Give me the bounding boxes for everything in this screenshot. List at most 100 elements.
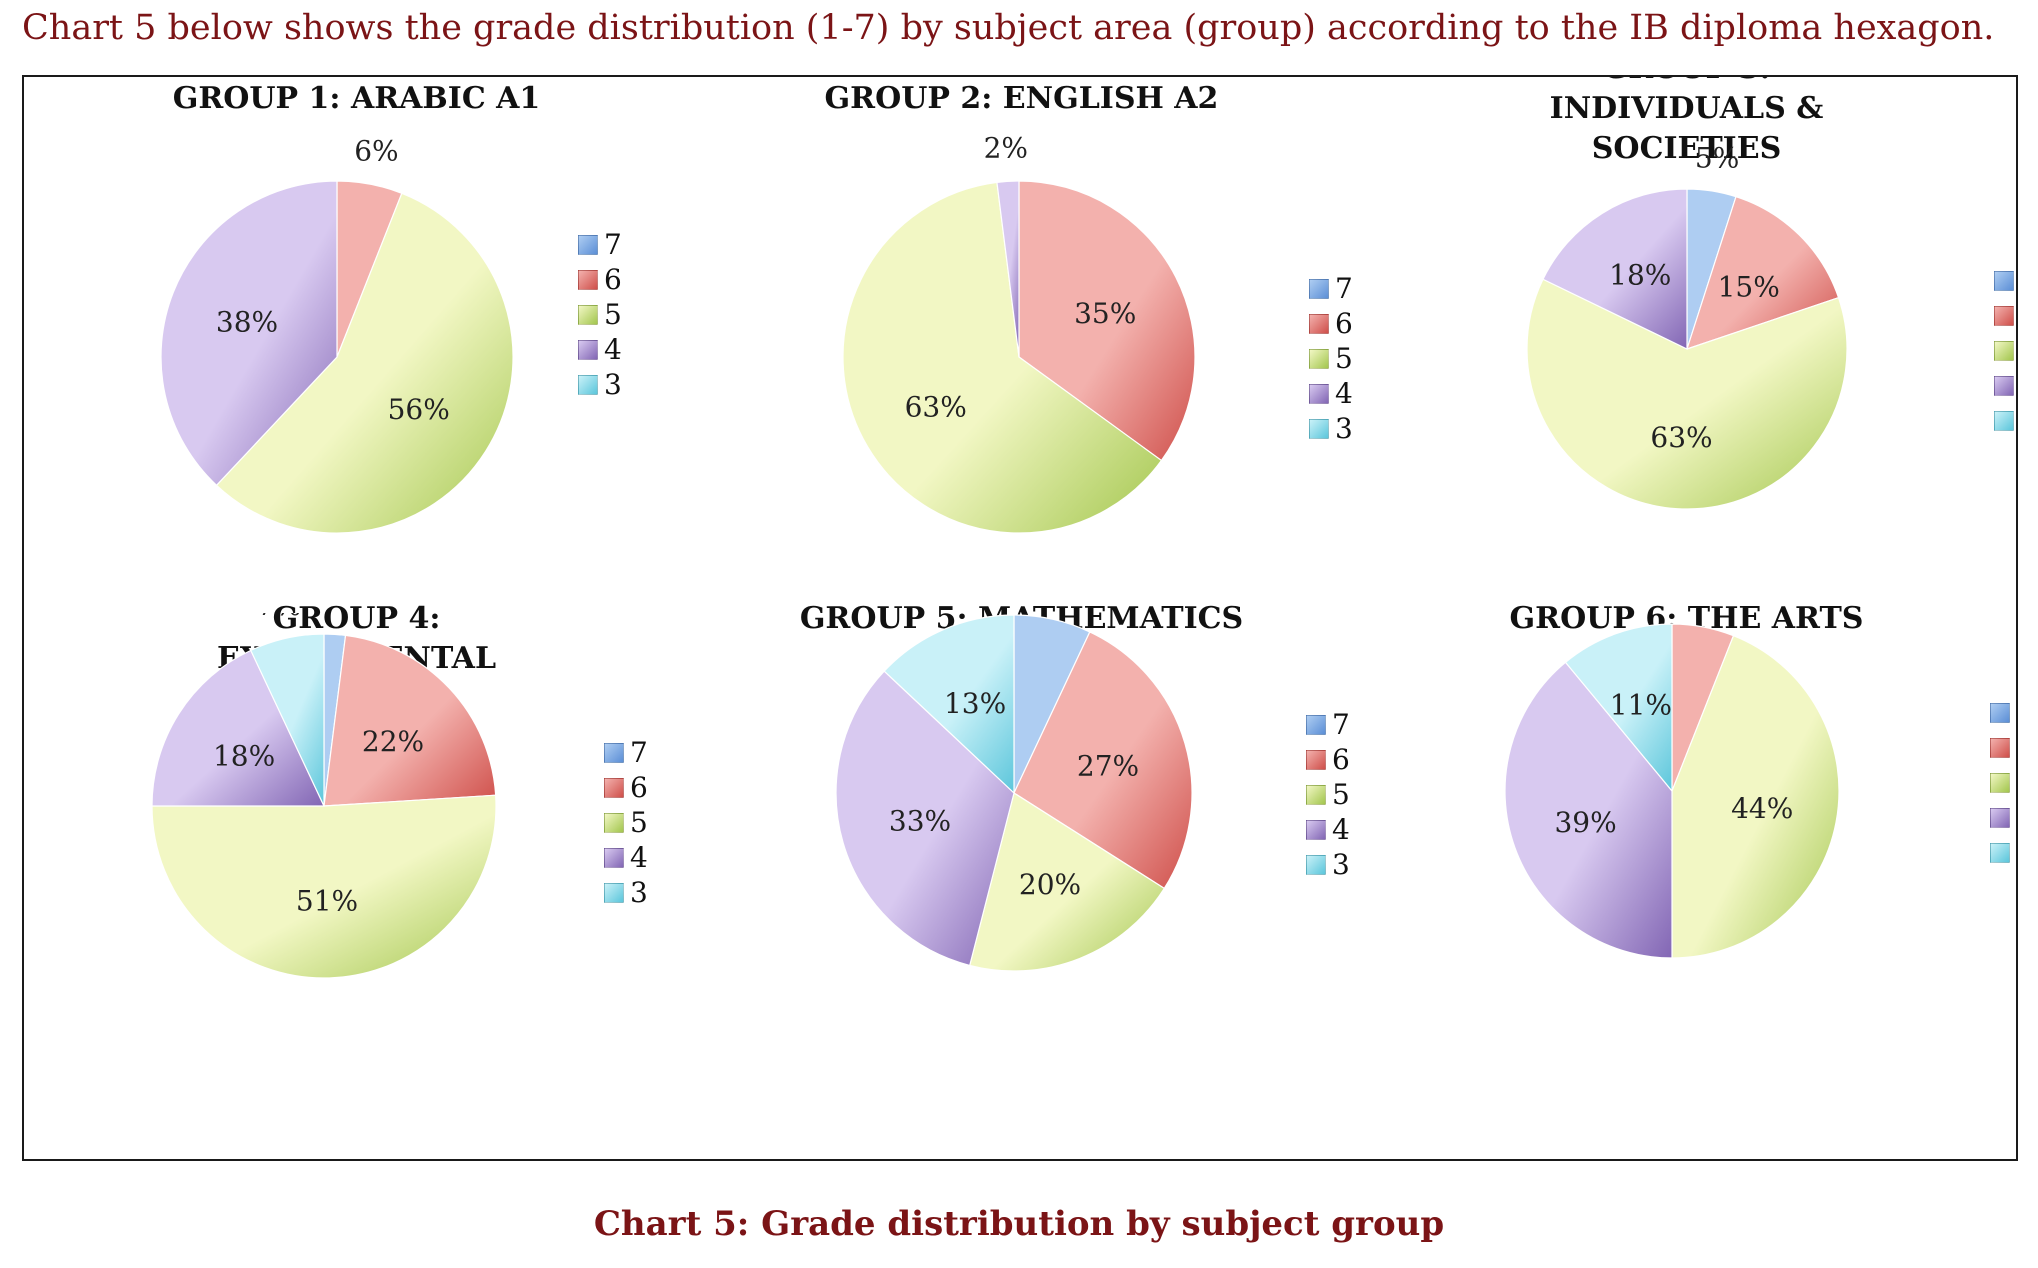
legend-item: 7 xyxy=(604,735,648,770)
pie-slice-grade-4 xyxy=(1542,188,1688,350)
pie-slice-grade-3 xyxy=(1564,623,1673,793)
legend-swatch xyxy=(604,847,624,868)
legend-swatch xyxy=(1994,340,2014,361)
legend-item: 4 xyxy=(1309,376,1353,411)
pie-data-label: 5% xyxy=(1695,141,1739,174)
pie-data-label: 35% xyxy=(1074,297,1136,330)
legend-label: 7 xyxy=(630,736,648,769)
legend-label: 6 xyxy=(630,771,648,804)
pie-slice-grade-5 xyxy=(842,181,1163,534)
pie-data-label: 22% xyxy=(362,725,424,758)
legend-item: 5 xyxy=(1306,777,1350,812)
legend-item: 6 xyxy=(578,262,622,297)
legend-item: 5 xyxy=(1994,333,2016,368)
legend-swatch xyxy=(1306,784,1326,805)
legend-item: 4 xyxy=(1306,812,1350,847)
legend-item: 4 xyxy=(604,840,648,875)
legend-swatch xyxy=(1309,313,1329,334)
pie-slice-grade-3 xyxy=(249,633,325,807)
pie-slice-grade-6 xyxy=(1686,195,1840,350)
legend-swatch xyxy=(578,269,598,290)
legend-swatch xyxy=(1990,807,2010,828)
legend-swatch xyxy=(1990,772,2010,793)
charts-frame: GROUP 1: ARABIC A1 6% 56% 38% 7 6 5 4 3 GROUP 2: … xyxy=(22,75,2018,1161)
legend-swatch xyxy=(1306,714,1326,735)
pie-slice-grade-4 xyxy=(835,670,1015,967)
legend-label: 4 xyxy=(1332,813,1350,846)
legend-swatch xyxy=(1990,737,2010,758)
pie-data-label: 7% xyxy=(257,613,301,622)
legend-swatch xyxy=(1994,270,2014,291)
legend-swatch xyxy=(1306,854,1326,875)
pie-chart: 35% 63% 2% xyxy=(842,131,1196,534)
legend-item: 4 xyxy=(578,332,622,367)
intro-text: Chart 5 below shows the grade distributi… xyxy=(22,8,1995,48)
pie-data-label: 44% xyxy=(1731,792,1793,825)
legend-item: 6 xyxy=(1306,742,1350,777)
pie-slice-grade-6 xyxy=(1018,180,1196,462)
legend-item: 6 xyxy=(604,770,648,805)
pie-data-label: 27% xyxy=(1077,750,1139,783)
pie-data-label: 63% xyxy=(1650,421,1712,454)
pie-data-label: 51% xyxy=(296,885,358,918)
chart-caption: Chart 5: Grade distribution by subject g… xyxy=(593,1204,1445,1244)
legend-swatch xyxy=(1309,418,1329,439)
legend-swatch xyxy=(1990,842,2010,863)
legend-item: 6 xyxy=(1994,298,2016,333)
legend-label: 3 xyxy=(604,368,622,401)
legend-item: 7 xyxy=(1990,695,2016,730)
pie-chart: 7%27%20%33%13% xyxy=(835,614,1193,972)
legend-label: 6 xyxy=(1335,307,1353,340)
legend-item: 6 xyxy=(1990,730,2016,765)
pie-data-label: 15% xyxy=(1718,270,1780,303)
legend-item: 7 xyxy=(1306,707,1350,742)
legend-swatch xyxy=(604,777,624,798)
pie-slice-grade-5 xyxy=(1671,634,1840,959)
legend-label: 5 xyxy=(2016,765,2018,800)
pie-data-label: 18% xyxy=(213,739,275,772)
chart-title: GROUP 2: ENGLISH A2 xyxy=(824,81,1219,116)
pie-data-label: 63% xyxy=(905,390,967,423)
legend-swatch xyxy=(1309,348,1329,369)
pie-slice-grade-5 xyxy=(969,792,1166,972)
legend-label: 3 xyxy=(630,876,648,909)
chart-title: GROUP 3: INDIVIDUALS & SOCIETIES xyxy=(1549,77,1824,166)
pie-slice-grade-4 xyxy=(1504,661,1673,959)
legend-item: 7 xyxy=(578,227,622,262)
legend-label: 4 xyxy=(604,333,622,366)
legend-swatch xyxy=(578,234,598,255)
pie-data-label: 20% xyxy=(1019,868,1081,901)
legend-swatch xyxy=(1990,702,2010,723)
pie-data-label: 33% xyxy=(889,804,951,837)
pie-slice-grade-5 xyxy=(151,794,497,979)
pie-data-label: 11% xyxy=(1610,689,1672,722)
pie-slice-grade-6 xyxy=(1013,631,1193,890)
legend-label: 5 xyxy=(1332,778,1350,811)
legend-item: 3 xyxy=(1994,403,2016,438)
pie-slice-grade-4 xyxy=(151,649,325,807)
legend-item: 3 xyxy=(1306,847,1350,882)
pie-chart-panel: GROUP 4: EXPERIMENTAL SCIENCES2%22%51%18… xyxy=(24,601,689,1149)
pie-data-label: 2% xyxy=(984,131,1028,164)
legend-item: 4 xyxy=(1990,800,2016,835)
legend-swatch xyxy=(604,812,624,833)
legend-item: 5 xyxy=(1309,341,1353,376)
pie-chart: 6%44%39%11% xyxy=(1504,623,1840,959)
pie-slice-grade-6 xyxy=(323,634,497,807)
pie-data-label: 38% xyxy=(216,305,278,338)
pie-slice-grade-5 xyxy=(215,192,514,534)
legend-swatch xyxy=(578,304,598,325)
legend-swatch xyxy=(578,374,598,395)
legend-label: 5 xyxy=(1335,342,1353,375)
legend-item: 5 xyxy=(604,805,648,840)
legend-label: 3 xyxy=(2016,835,2018,870)
legend-label: 5 xyxy=(604,298,622,331)
pie-slice-grade-5 xyxy=(1526,278,1848,510)
legend-label: 3 xyxy=(1332,848,1350,881)
